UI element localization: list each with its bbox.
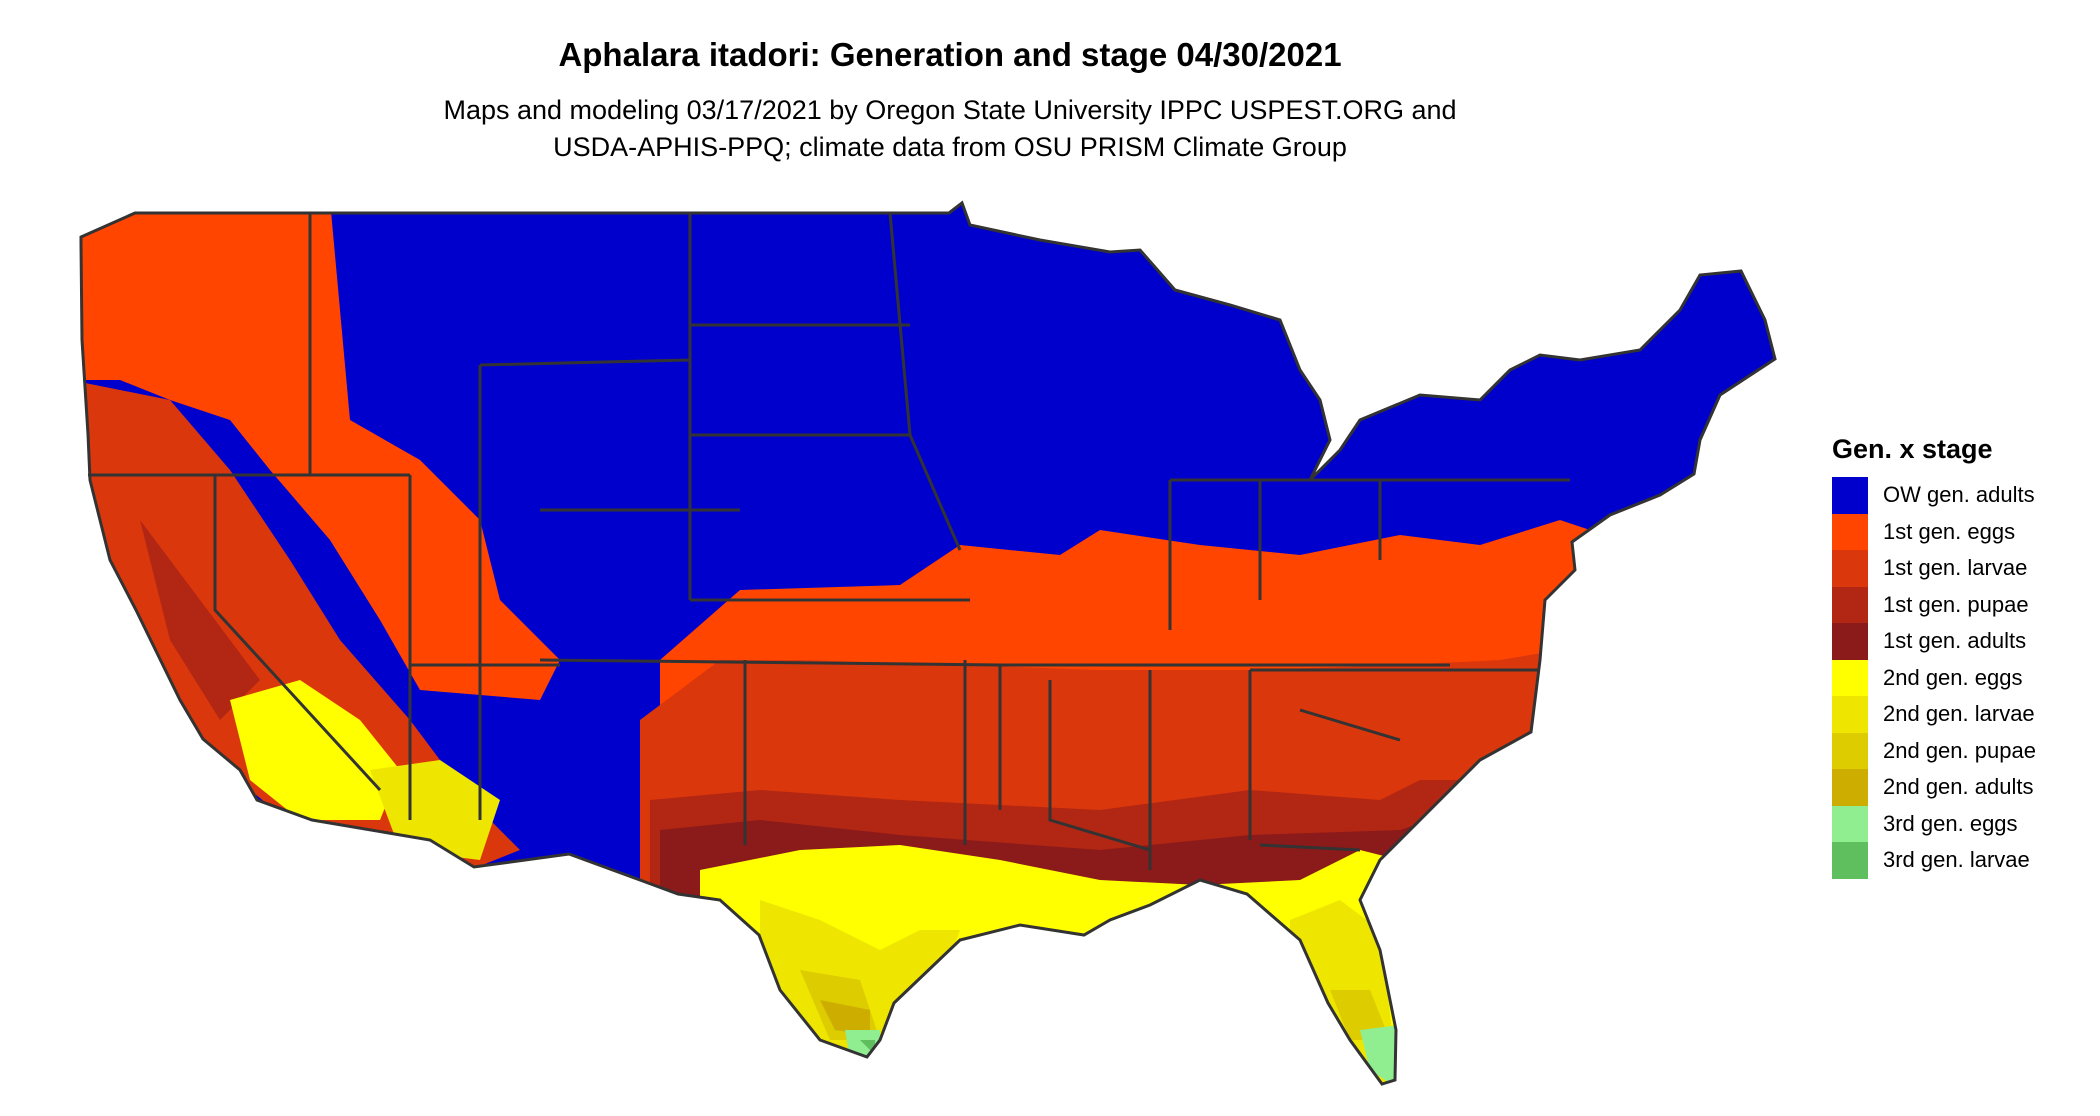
legend-item: 1st gen. adults	[1832, 623, 2036, 660]
legend-label: OW gen. adults	[1883, 482, 2035, 508]
legend-label: 1st gen. pupae	[1883, 591, 2029, 617]
legend-item: 2nd gen. pupae	[1832, 732, 2036, 769]
legend-swatch	[1832, 805, 1868, 842]
legend-label: 2nd gen. adults	[1883, 774, 2034, 800]
legend-swatch	[1832, 550, 1868, 587]
map-subtitle-line-1: Maps and modeling 03/17/2021 by Oregon S…	[443, 95, 1457, 125]
map-title: Aphalara itadori: Generation and stage 0…	[558, 36, 1342, 73]
legend-label: 3rd gen. eggs	[1883, 810, 2018, 836]
legend-item: 3rd gen. eggs	[1832, 805, 2036, 842]
zone-1st-gen-eggs-west	[81, 203, 560, 700]
legend-swatch	[1832, 769, 1868, 806]
legend-item: 1st gen. larvae	[1832, 550, 2036, 587]
legend-item: 3rd gen. larvae	[1832, 842, 2036, 879]
legend-item: 1st gen. pupae	[1832, 586, 2036, 623]
legend-swatch	[1832, 623, 1868, 660]
legend-item: 1st gen. eggs	[1832, 513, 2036, 550]
legend-swatch	[1832, 513, 1868, 550]
legend-label: 3rd gen. larvae	[1883, 847, 2030, 873]
legend: Gen. x stage OW gen. adults 1st gen. eggs…	[1832, 434, 2036, 879]
zone-1st-gen-pupae-west	[140, 520, 260, 720]
legend-swatch	[1832, 842, 1868, 879]
state-borders	[79, 201, 1777, 1086]
legend-item: 2nd gen. adults	[1832, 769, 2036, 806]
legend-item: 2nd gen. larvae	[1832, 696, 2036, 733]
zone-1st-gen-larvae-west	[81, 380, 520, 870]
map-subtitle-line-2: USDA-APHIS-PPQ; climate data from OSU PR…	[553, 132, 1347, 162]
legend-swatch	[1832, 659, 1868, 696]
legend-item: OW gen. adults	[1832, 477, 2036, 514]
legend-label: 2nd gen. pupae	[1883, 737, 2036, 763]
legend-swatch	[1832, 696, 1868, 733]
legend-swatch	[1832, 732, 1868, 769]
legend-label: 2nd gen. larvae	[1883, 701, 2035, 727]
zone-2nd-gen-eggs-west	[230, 680, 400, 820]
legend-label: 2nd gen. eggs	[1883, 664, 2023, 690]
zone-3rd-gen-eggs	[845, 1025, 1400, 1084]
generation-stage-raster	[81, 203, 1775, 1084]
legend-item: 2nd gen. eggs	[1832, 659, 2036, 696]
legend-label: 1st gen. adults	[1883, 628, 2027, 654]
legend-label: 1st gen. eggs	[1883, 518, 2016, 544]
legend-label: 1st gen. larvae	[1883, 555, 2028, 581]
legend-swatch	[1832, 586, 1868, 623]
legend-swatch	[1832, 477, 1868, 514]
legend-title: Gen. x stage	[1832, 434, 1993, 464]
zone-2nd-gen-adults	[820, 1000, 870, 1035]
